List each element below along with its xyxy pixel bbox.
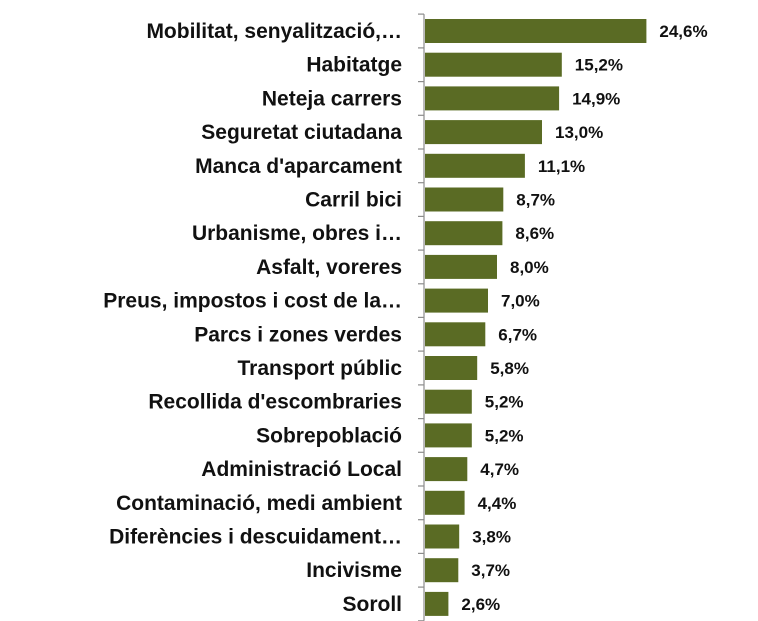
bar	[425, 86, 560, 111]
category-label: Seguretat ciutadana	[201, 121, 402, 144]
category-label: Parcs i zones verdes	[194, 323, 402, 346]
bar	[425, 254, 497, 279]
bar	[425, 19, 647, 43]
value-label: 7,0%	[501, 292, 540, 311]
value-label: 2,6%	[461, 595, 500, 614]
bar	[425, 187, 504, 212]
category-label: Soroll	[342, 593, 402, 616]
bar	[425, 457, 468, 482]
value-label: 5,8%	[490, 359, 529, 378]
category-label: Administració Local	[201, 458, 402, 481]
bar	[425, 288, 488, 313]
category-label: Incivisme	[306, 559, 402, 582]
value-label: 5,2%	[485, 393, 524, 412]
bar	[425, 356, 478, 380]
bar	[425, 490, 465, 515]
value-labels-group: 24,6% 15,2% 14,9% 13,0% 11,1% 8,7% 8,6% 8,0% 7,0…	[461, 22, 707, 614]
value-label: 4,4%	[478, 494, 517, 513]
category-label: Manca d'aparcament	[195, 155, 402, 178]
category-labels-group: Mobilitat, senyalització,… Habitatge Netej…	[103, 20, 402, 616]
value-label: 8,0%	[510, 258, 549, 277]
category-label: Contaminació, medi ambient	[116, 492, 402, 515]
bar	[425, 389, 472, 414]
bar	[425, 423, 472, 448]
value-label: 8,6%	[515, 224, 554, 243]
value-label: 24,6%	[659, 22, 707, 41]
value-label: 3,8%	[472, 528, 511, 547]
bar	[425, 120, 542, 145]
category-label: Asfalt, voreres	[256, 256, 402, 279]
category-label: Neteja carrers	[262, 87, 402, 110]
y-axis-ticks-group	[418, 13, 424, 621]
category-label: Preus, impostos i cost de la…	[103, 290, 402, 313]
category-label: Diferències i descuidament…	[109, 526, 402, 549]
category-label: Carril bici	[305, 189, 402, 212]
category-label: Sobrepoblació	[256, 424, 402, 447]
bar	[425, 322, 486, 347]
bar	[425, 591, 449, 616]
value-label: 3,7%	[471, 561, 510, 580]
value-label: 4,7%	[480, 460, 519, 479]
category-label: Urbanisme, obres i…	[192, 222, 402, 245]
bar	[425, 153, 525, 178]
category-label: Habitatge	[306, 54, 402, 77]
bar	[425, 558, 459, 583]
category-label: Transport públic	[237, 357, 402, 380]
bars-group	[425, 19, 647, 616]
category-label: Recollida d'escombraries	[148, 391, 402, 414]
category-label: Mobilitat, senyalització,…	[146, 20, 402, 43]
value-label: 6,7%	[498, 325, 537, 344]
value-label: 8,7%	[516, 191, 555, 210]
value-label: 14,9%	[572, 89, 620, 108]
value-label: 15,2%	[575, 56, 623, 75]
bar	[425, 524, 460, 549]
value-label: 5,2%	[485, 426, 524, 445]
value-label: 11,1%	[538, 157, 585, 176]
value-label: 13,0%	[555, 123, 603, 142]
bar	[425, 221, 503, 246]
bar	[425, 52, 562, 77]
